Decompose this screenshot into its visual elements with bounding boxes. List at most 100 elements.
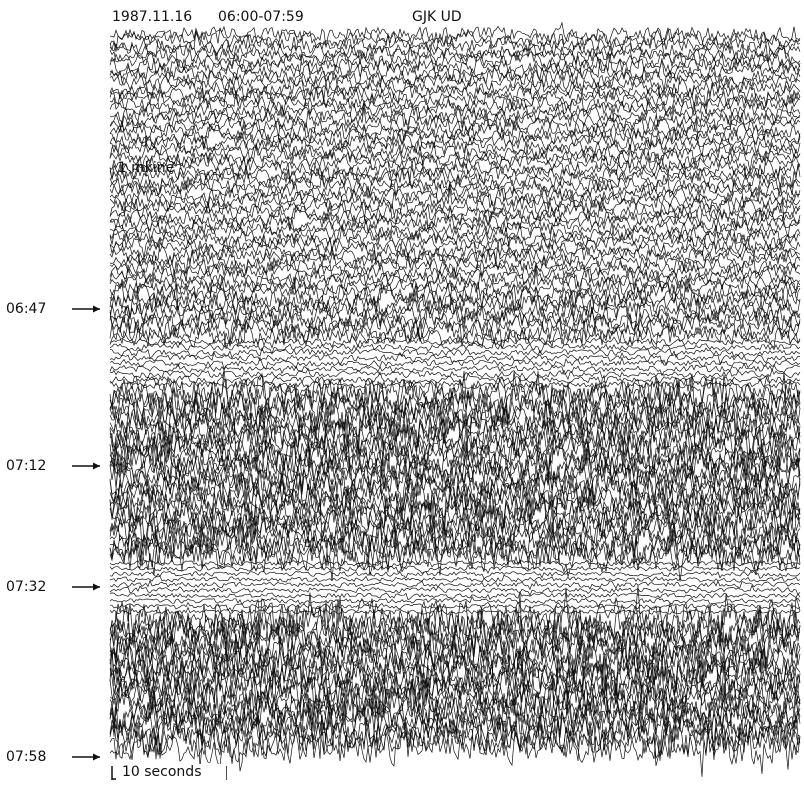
- seismogram-trace: [109, 620, 801, 683]
- seismogram-trace: [109, 161, 801, 188]
- seismogram-trace: [109, 195, 801, 222]
- seismogram-trace: [109, 232, 801, 265]
- seismogram-trace: [109, 294, 801, 329]
- seismogram-trace: [109, 318, 801, 349]
- seismogram-trace: [109, 442, 801, 501]
- seismogram-trace: [109, 367, 801, 381]
- seismogram-trace: [109, 275, 801, 312]
- seismogram-trace: [109, 264, 801, 293]
- seismogram-trace: [109, 697, 801, 764]
- seismogram-trace: [109, 447, 801, 489]
- seismogram-trace: [109, 70, 801, 103]
- seismogram-trace: [109, 339, 801, 355]
- seismogram-trace: [109, 569, 801, 580]
- seismogram-trace: [109, 601, 801, 666]
- seismogram-trace: [109, 452, 801, 508]
- seismogram-trace: [109, 606, 801, 616]
- seismogram-trace: [109, 248, 801, 275]
- seismogram-trace: [109, 426, 801, 481]
- seismogram-trace: [109, 666, 801, 738]
- seismogram-trace: [109, 611, 801, 673]
- seismogram-trace: [110, 601, 801, 613]
- time-marker-label: 06:47: [6, 301, 46, 317]
- seismogram-trace: [109, 141, 801, 165]
- time-marker-label: 07:12: [6, 458, 46, 474]
- seismogram-trace: [109, 418, 801, 471]
- seismogram-trace: [109, 167, 801, 195]
- seismogram-trace: [109, 658, 801, 722]
- seismogram-trace: [109, 222, 801, 246]
- scale-label: 1 mkine: [118, 160, 174, 176]
- time-marker-label: 07:32: [6, 579, 46, 595]
- seismogram-trace: [109, 523, 801, 582]
- seismogram-trace: [109, 260, 801, 284]
- seismogram-trace: [109, 89, 801, 118]
- seismogram-trace: [109, 284, 801, 320]
- seismogram-trace: [109, 183, 801, 212]
- seismogram-trace: [109, 368, 801, 420]
- seismogram-trace: [109, 30, 801, 61]
- seismogram-trace: [109, 585, 801, 657]
- seismogram-trace: [109, 563, 801, 574]
- seismogram-trace: [109, 644, 801, 705]
- time-marker-arrowhead: [93, 305, 100, 313]
- seismogram-trace: [109, 276, 801, 320]
- seismogram-trace: [109, 573, 801, 583]
- seismogram-trace: [109, 717, 801, 766]
- seismogram-trace: [109, 58, 801, 84]
- seismogram-trace: [109, 473, 801, 516]
- seismogram-trace: [109, 137, 801, 163]
- seismogram-trace: [109, 107, 801, 131]
- seismogram-trace: [109, 335, 801, 349]
- seismogram-trace: [109, 21, 801, 50]
- seismogram-trace: [109, 224, 801, 255]
- seismogram-trace: [109, 112, 801, 141]
- seismogram-trace: [109, 65, 801, 94]
- seismogram-trace: [109, 170, 801, 199]
- seismogram-trace: [109, 127, 801, 154]
- time-marker-arrowhead: [93, 753, 100, 761]
- scale-bar-label: 10 seconds: [122, 764, 202, 780]
- seismogram-trace: [109, 412, 801, 458]
- seismogram-trace: [109, 43, 801, 70]
- seismogram-trace: [109, 718, 801, 777]
- seismogram-trace: [109, 579, 801, 591]
- seismogram-trace: [109, 699, 801, 753]
- seismogram-trace: [109, 53, 801, 80]
- seismogram-trace: [109, 300, 801, 338]
- seismogram-trace: [109, 377, 801, 391]
- seismogram-trace: [109, 155, 801, 180]
- seismogram-trace: [109, 86, 801, 114]
- seismogram-trace: [109, 251, 801, 282]
- seismogram-trace: [109, 637, 801, 696]
- seismogram-trace: [109, 596, 801, 607]
- seismogram-trace: [109, 198, 801, 228]
- seismogram-trace: [109, 480, 801, 540]
- seismogram-trace: [109, 397, 801, 450]
- seismogram-trace: [110, 508, 801, 573]
- seismogram-trace: [109, 208, 801, 235]
- seismogram-trace: [109, 102, 801, 131]
- seismogram-trace: [109, 557, 801, 569]
- seismogram-trace: [109, 493, 801, 539]
- scale-symbol: I: [144, 134, 148, 150]
- seismogram-trace: [109, 540, 801, 581]
- scale-bar-backing: [116, 764, 226, 780]
- record-time-range: 06:00-07:59: [218, 9, 304, 25]
- seismogram-trace: [109, 591, 801, 601]
- time-markers: 06:47 07:12 07:32 07:58: [6, 301, 100, 765]
- record-date: 1987.11.16: [112, 9, 192, 25]
- seismogram-trace: [109, 26, 801, 52]
- station-component: GJK UD: [412, 9, 462, 25]
- seismogram-trace: [109, 664, 801, 715]
- seismogram-traces: [109, 21, 801, 777]
- seismogram-trace: [110, 346, 801, 359]
- seismogram-trace: [109, 705, 801, 772]
- time-marker-arrowhead: [93, 462, 100, 470]
- seismogram-trace: [109, 119, 801, 150]
- time-marker-label: 07:58: [6, 749, 46, 765]
- seismogram-trace: [109, 46, 801, 75]
- seismogram-trace: [109, 427, 801, 492]
- seismogram-trace: [109, 584, 801, 597]
